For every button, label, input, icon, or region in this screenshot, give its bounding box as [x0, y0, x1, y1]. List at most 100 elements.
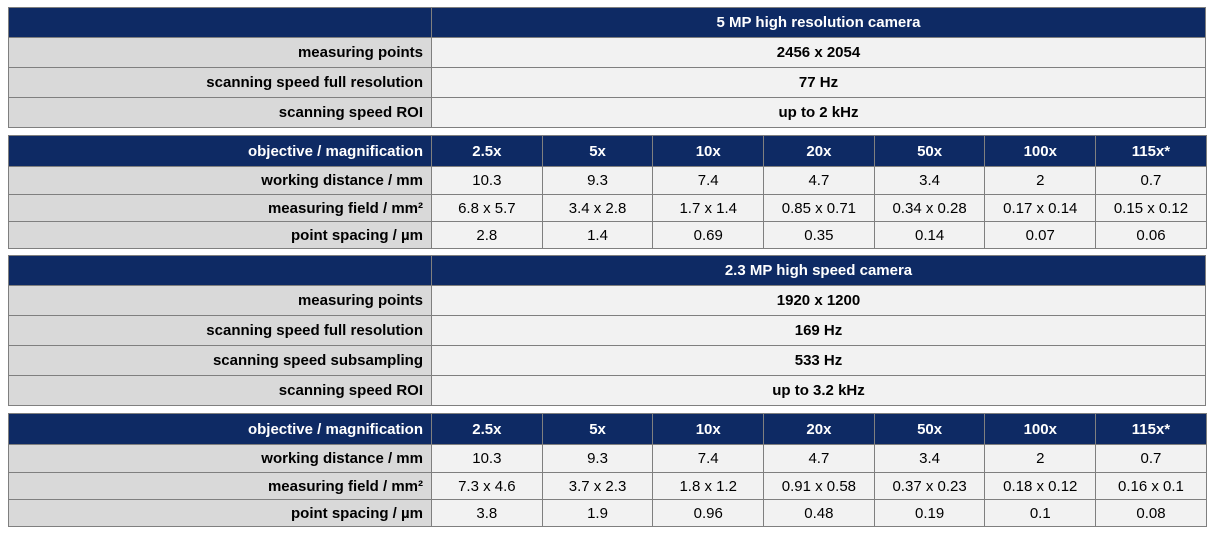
- column-header: 5x: [541, 135, 654, 167]
- table-row: measuring points 2456 x 2054: [8, 37, 1206, 68]
- column-header: 115x*: [1095, 135, 1207, 167]
- row-label: point spacing / µm: [8, 499, 432, 527]
- camera1-objective-table: objective / magnification 2.5x 5x 10x 20…: [8, 135, 1207, 249]
- camera2-title: 2.3 MP high speed camera: [431, 255, 1206, 286]
- table-row: point spacing / µm 2.8 1.4 0.69 0.35 0.1…: [8, 221, 1207, 249]
- table-cell: 4.7: [763, 166, 875, 195]
- table-row: measuring points 1920 x 1200: [8, 285, 1206, 316]
- row-label: scanning speed full resolution: [8, 67, 432, 98]
- table-row: scanning speed full resolution 169 Hz: [8, 315, 1206, 346]
- table-cell: 3.4: [873, 166, 986, 195]
- table-cell: 0.34 x 0.28: [873, 194, 986, 222]
- camera2-spec-table: 2.3 MP high speed camera measuring point…: [8, 255, 1206, 406]
- row-label: point spacing / µm: [8, 221, 432, 249]
- table-row: scanning speed ROI up to 2 kHz: [8, 97, 1206, 128]
- table-header-row: 5 MP high resolution camera: [8, 7, 1206, 38]
- row-label: measuring field / mm²: [8, 472, 432, 500]
- table-cell: 10.3: [431, 166, 543, 195]
- row-label: working distance / mm: [8, 166, 432, 195]
- row-label: working distance / mm: [8, 444, 432, 473]
- row-label: measuring points: [8, 37, 432, 68]
- table-cell: 6.8 x 5.7: [431, 194, 543, 222]
- column-header: 2.5x: [431, 135, 543, 167]
- table-row: scanning speed ROI up to 3.2 kHz: [8, 375, 1206, 406]
- table-cell: 0.14: [873, 221, 986, 249]
- camera2-objective-table: objective / magnification 2.5x 5x 10x 20…: [8, 413, 1207, 527]
- row-label: scanning speed ROI: [8, 97, 432, 128]
- table-cell: 2: [984, 166, 1097, 195]
- table-cell: 3.4 x 2.8: [541, 194, 654, 222]
- table-cell: 7.4: [652, 444, 765, 473]
- table-cell: 0.91 x 0.58: [763, 472, 875, 500]
- column-header: 20x: [763, 413, 875, 445]
- table-cell: 3.7 x 2.3: [541, 472, 654, 500]
- column-header: 100x: [984, 413, 1097, 445]
- table-cell: 1.7 x 1.4: [652, 194, 765, 222]
- table-cell: 0.35: [763, 221, 875, 249]
- table-cell: 9.3: [541, 444, 654, 473]
- objective-header-label: objective / magnification: [8, 135, 432, 167]
- table-header-row: objective / magnification 2.5x 5x 10x 20…: [8, 413, 1207, 445]
- row-value: 169 Hz: [431, 315, 1206, 346]
- table-cell: 0.37 x 0.23: [873, 472, 986, 500]
- table-row: measuring field / mm² 6.8 x 5.7 3.4 x 2.…: [8, 194, 1207, 222]
- table-cell: 7.3 x 4.6: [431, 472, 543, 500]
- column-header: 5x: [541, 413, 654, 445]
- row-value: 77 Hz: [431, 67, 1206, 98]
- table-cell: 1.4: [541, 221, 654, 249]
- table-cell: 7.4: [652, 166, 765, 195]
- table-cell: 0.69: [652, 221, 765, 249]
- row-label: scanning speed subsampling: [8, 345, 432, 376]
- camera1-spec-table: 5 MP high resolution camera measuring po…: [8, 7, 1206, 128]
- row-value: 2456 x 2054: [431, 37, 1206, 68]
- table-row: working distance / mm 10.3 9.3 7.4 4.7 3…: [8, 166, 1207, 195]
- row-label: scanning speed full resolution: [8, 315, 432, 346]
- column-header: 50x: [873, 413, 986, 445]
- column-header: 20x: [763, 135, 875, 167]
- table-cell: 0.15 x 0.12: [1095, 194, 1207, 222]
- column-header: 10x: [652, 135, 765, 167]
- column-header: 10x: [652, 413, 765, 445]
- table-cell: 0.96: [652, 499, 765, 527]
- table-cell: 0.19: [873, 499, 986, 527]
- table-cell: 0.17 x 0.14: [984, 194, 1097, 222]
- table-row: measuring field / mm² 7.3 x 4.6 3.7 x 2.…: [8, 472, 1207, 500]
- table-cell: 3.4: [873, 444, 986, 473]
- column-header: 2.5x: [431, 413, 543, 445]
- header-blank-cell: [8, 7, 432, 38]
- table-row: scanning speed subsampling 533 Hz: [8, 345, 1206, 376]
- column-header: 50x: [873, 135, 986, 167]
- row-value: 1920 x 1200: [431, 285, 1206, 316]
- table-cell: 0.08: [1095, 499, 1207, 527]
- table-cell: 0.1: [984, 499, 1097, 527]
- table-cell: 4.7: [763, 444, 875, 473]
- table-cell: 0.48: [763, 499, 875, 527]
- table-cell: 0.7: [1095, 444, 1207, 473]
- table-row: point spacing / µm 3.8 1.9 0.96 0.48 0.1…: [8, 499, 1207, 527]
- table-cell: 0.07: [984, 221, 1097, 249]
- header-blank-cell: [8, 255, 432, 286]
- row-label: measuring points: [8, 285, 432, 316]
- table-cell: 0.18 x 0.12: [984, 472, 1097, 500]
- row-value: 533 Hz: [431, 345, 1206, 376]
- row-value: up to 3.2 kHz: [431, 375, 1206, 406]
- row-value: up to 2 kHz: [431, 97, 1206, 128]
- table-cell: 3.8: [431, 499, 543, 527]
- column-header: 100x: [984, 135, 1097, 167]
- table-cell: 2: [984, 444, 1097, 473]
- table-header-row: 2.3 MP high speed camera: [8, 255, 1206, 286]
- table-cell: 10.3: [431, 444, 543, 473]
- table-cell: 2.8: [431, 221, 543, 249]
- table-cell: 0.06: [1095, 221, 1207, 249]
- table-cell: 0.85 x 0.71: [763, 194, 875, 222]
- table-cell: 1.9: [541, 499, 654, 527]
- table-row: working distance / mm 10.3 9.3 7.4 4.7 3…: [8, 444, 1207, 473]
- camera1-title: 5 MP high resolution camera: [431, 7, 1206, 38]
- row-label: scanning speed ROI: [8, 375, 432, 406]
- table-cell: 9.3: [541, 166, 654, 195]
- column-header: 115x*: [1095, 413, 1207, 445]
- table-cell: 1.8 x 1.2: [652, 472, 765, 500]
- table-cell: 0.7: [1095, 166, 1207, 195]
- row-label: measuring field / mm²: [8, 194, 432, 222]
- table-row: scanning speed full resolution 77 Hz: [8, 67, 1206, 98]
